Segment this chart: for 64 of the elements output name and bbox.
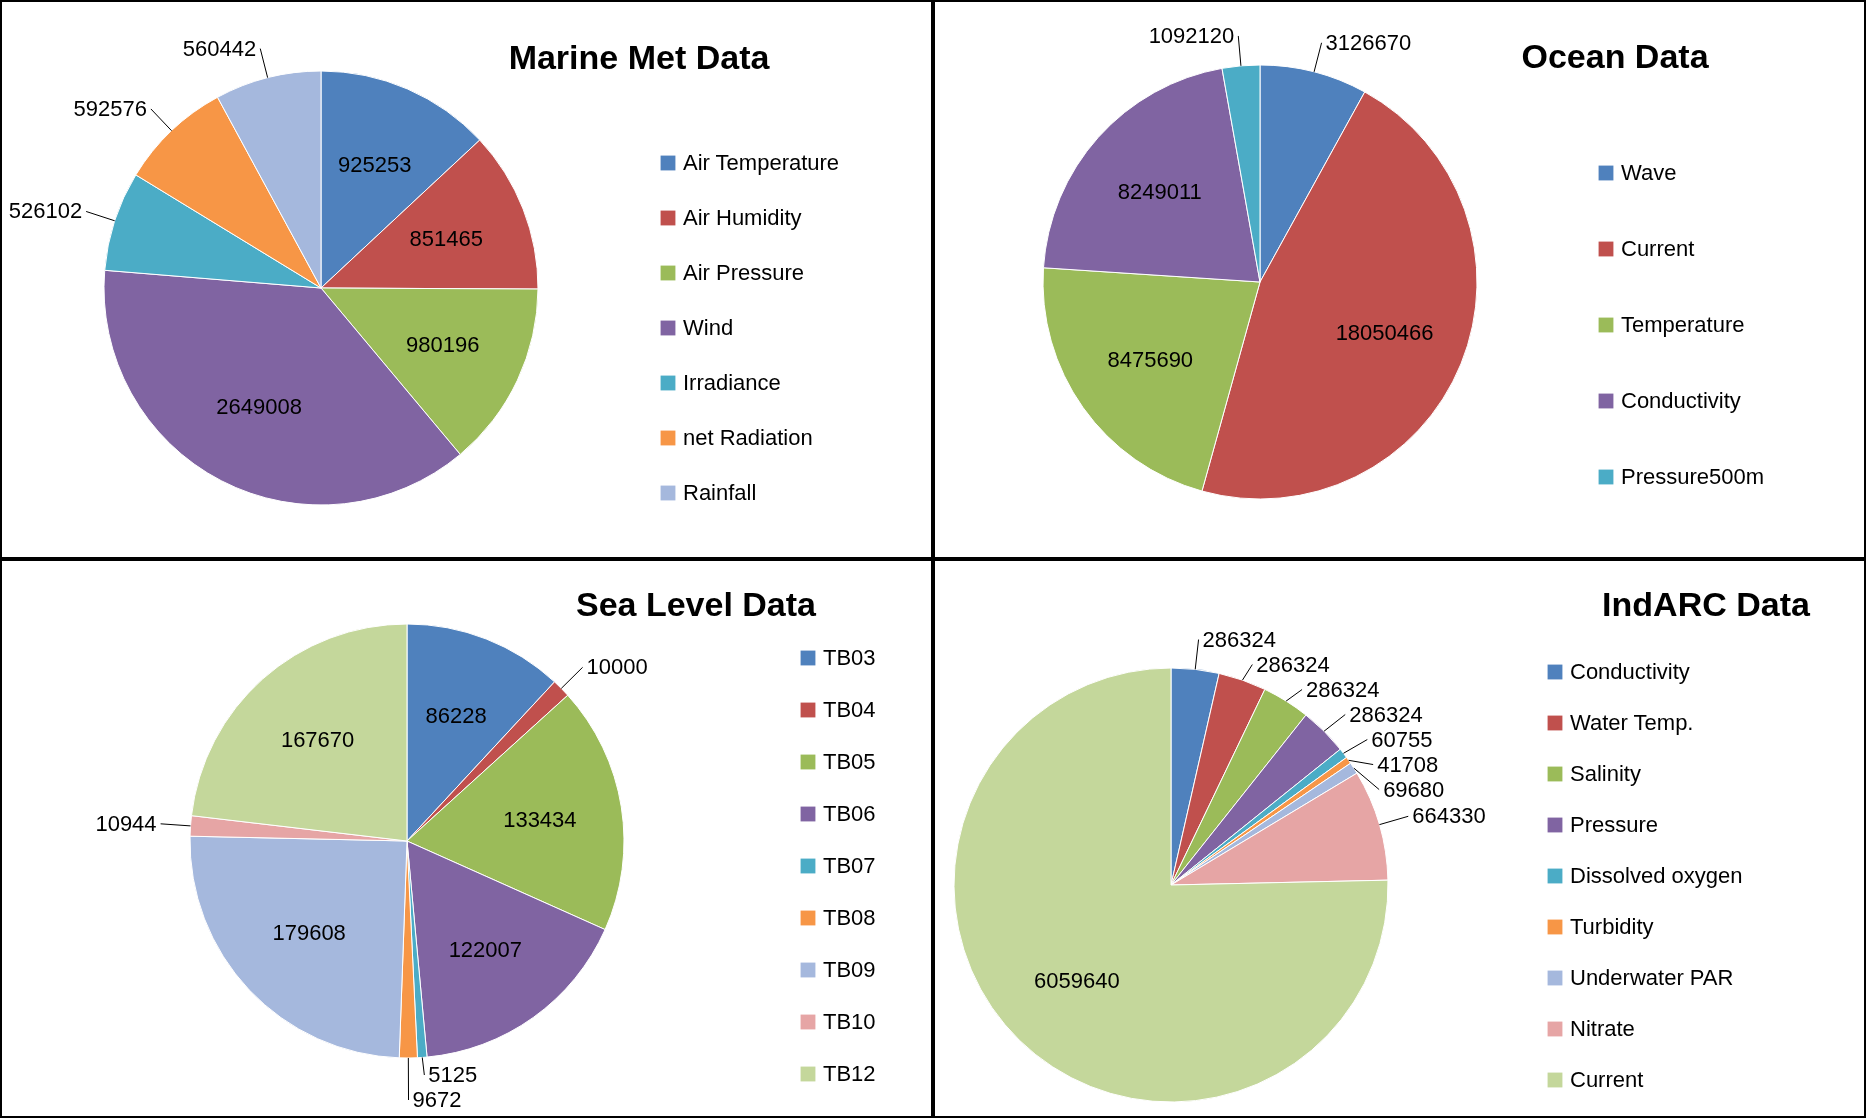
legend-label: Conductivity bbox=[1570, 659, 1690, 684]
data-label: 851465 bbox=[409, 226, 484, 252]
legend-label: TB03 bbox=[823, 645, 876, 670]
data-label: 286324 bbox=[1349, 701, 1423, 727]
data-label: 3126670 bbox=[1325, 29, 1412, 55]
legend-label: Air Pressure bbox=[683, 260, 805, 285]
data-label: 167670 bbox=[280, 727, 355, 753]
legend-label: Salinity bbox=[1570, 761, 1641, 786]
data-label: 8249011 bbox=[1117, 179, 1202, 205]
data-label: 592576 bbox=[73, 95, 147, 121]
legend-label: TB07 bbox=[823, 853, 876, 878]
chart-title: IndARC Data bbox=[1602, 585, 1811, 623]
legend-label: Turbidity bbox=[1570, 914, 1654, 939]
data-label: 2649008 bbox=[216, 394, 302, 420]
data-label: 69680 bbox=[1383, 776, 1445, 802]
legend-label: Current bbox=[1570, 1067, 1644, 1092]
legend-label: Pressure bbox=[1570, 812, 1659, 837]
legend-label: Current bbox=[1621, 236, 1695, 261]
legend-label: Temperature bbox=[1621, 312, 1745, 337]
legend-label: Rainfall bbox=[683, 480, 757, 505]
legend-label: Wave bbox=[1621, 160, 1677, 185]
legend-label: Air Temperature bbox=[683, 150, 840, 175]
data-label: 41708 bbox=[1377, 751, 1439, 777]
legend-label: Underwater PAR bbox=[1570, 965, 1734, 990]
data-label: 122007 bbox=[448, 937, 523, 963]
chart-title: Marine Met Data bbox=[508, 38, 771, 76]
legend-label: TB05 bbox=[823, 749, 876, 774]
data-label: 286324 bbox=[1202, 626, 1276, 652]
legend-label: Dissolved oxygen bbox=[1570, 863, 1743, 888]
data-label: 664330 bbox=[1412, 803, 1486, 829]
legend-label: TB10 bbox=[823, 1009, 876, 1034]
legend-label: Conductivity bbox=[1621, 388, 1741, 413]
chart-title: Sea Level Data bbox=[575, 585, 818, 623]
data-label: 925253 bbox=[337, 151, 412, 177]
legend-label: Nitrate bbox=[1570, 1016, 1635, 1041]
legend-label: TB04 bbox=[823, 697, 876, 722]
data-label: 980196 bbox=[406, 332, 480, 358]
data-label: 10944 bbox=[95, 810, 157, 836]
legend-label: Wind bbox=[683, 315, 734, 340]
data-label: 1092120 bbox=[1148, 22, 1235, 48]
data-label: 86228 bbox=[425, 702, 487, 728]
data-label: 179608 bbox=[272, 920, 346, 946]
legend-label: TB09 bbox=[823, 957, 876, 982]
data-label: 60755 bbox=[1371, 726, 1433, 752]
legend-label: Irradiance bbox=[683, 370, 781, 395]
data-label: 6059640 bbox=[1034, 968, 1120, 994]
data-label: 5125 bbox=[428, 1062, 478, 1087]
legend-label: Air Humidity bbox=[683, 205, 802, 230]
legend-label: TB08 bbox=[823, 905, 876, 930]
legend-label: net Radiation bbox=[683, 425, 813, 450]
data-label: 286324 bbox=[1256, 651, 1330, 677]
data-label: 18050466 bbox=[1335, 319, 1434, 345]
chart-title: Ocean Data bbox=[1521, 37, 1710, 75]
data-label: 286324 bbox=[1306, 676, 1380, 702]
data-label: 133434 bbox=[503, 806, 577, 832]
legend-label: TB12 bbox=[823, 1061, 876, 1086]
legend-label: TB06 bbox=[823, 801, 876, 826]
data-label: 560442 bbox=[182, 35, 257, 61]
legend-label: Water Temp. bbox=[1570, 710, 1694, 735]
legend-label: Pressure500m bbox=[1621, 464, 1765, 489]
data-label: 8475690 bbox=[1107, 346, 1194, 372]
data-label: 9672 bbox=[412, 1087, 462, 1112]
data-label: 10000 bbox=[586, 654, 648, 680]
data-label: 526102 bbox=[8, 198, 83, 224]
